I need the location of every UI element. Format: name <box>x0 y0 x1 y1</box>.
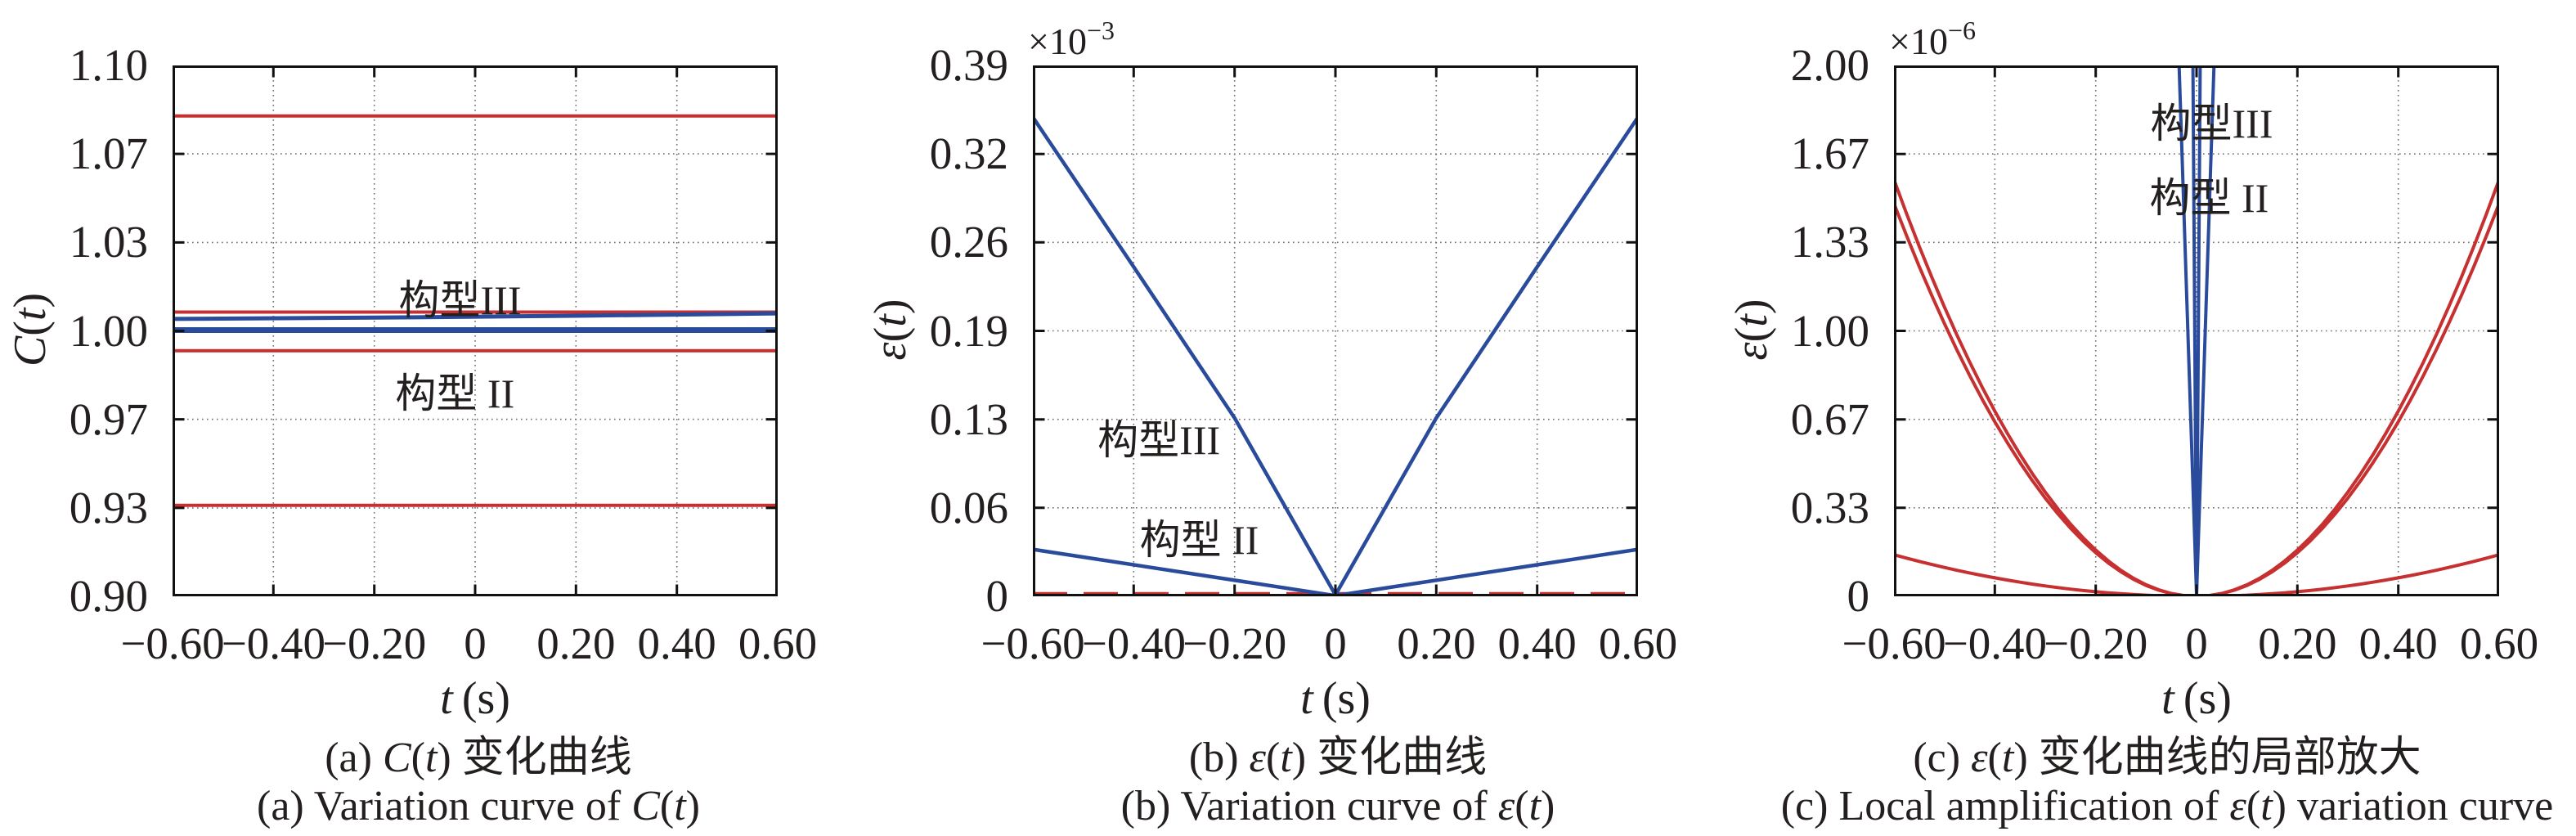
y-tick-label: 2.00 <box>1790 40 1869 90</box>
curve-label: 构型III <box>398 277 522 324</box>
plot-area-b <box>1033 65 1638 596</box>
curve-label: 构型III <box>1097 416 1221 463</box>
offset-base: ×10 <box>1889 20 1948 62</box>
caption-c-en: (c) Local amplification of ε(t) variatio… <box>1780 783 2554 829</box>
curve-label: 构型 II <box>2149 175 2269 222</box>
x-tick-label: −0.40 <box>221 618 325 668</box>
caption-b-cn: (b) ε(t) 变化曲线 <box>1188 735 1488 781</box>
x-tick-label: −0.40 <box>1942 618 2047 668</box>
plot-area-a <box>173 65 778 596</box>
x-tick-label: 0.20 <box>1397 618 1476 668</box>
gridlines <box>173 65 778 596</box>
x-tick-label: −0.20 <box>2044 618 2148 668</box>
y-tick-label: 1.00 <box>69 305 148 356</box>
y-tick-label: 1.33 <box>1790 217 1869 267</box>
y-tick-label: 0.33 <box>1790 482 1869 533</box>
caption-b-en: (b) Variation curve of ε(t) <box>1120 783 1555 829</box>
red-parabola-inner <box>1894 203 2499 596</box>
y-tick-label: 0.06 <box>929 482 1008 533</box>
x-axis-label-a: t (s) <box>440 673 510 724</box>
y-tick-label: 0.97 <box>69 393 148 444</box>
x-tick-label: 0.20 <box>536 618 616 668</box>
tick-marks <box>1895 66 2498 596</box>
y-axis-offset-label-c: ×10−6 <box>1889 10 1976 62</box>
plot-border <box>173 65 778 596</box>
x-tick-label: −0.40 <box>1081 618 1186 668</box>
x-tick-label: 0.40 <box>1497 618 1577 668</box>
x-tick-label: 0 <box>2185 618 2208 668</box>
plot-area-c <box>1894 65 2499 596</box>
x-tick-label: −0.60 <box>981 618 1085 668</box>
y-axis-label-a: C(t) <box>5 292 56 366</box>
plot-border <box>1894 65 2499 596</box>
caption-a-cn: (a) C(t) 变化曲线 <box>325 735 632 781</box>
x-tick-label: −0.20 <box>322 618 427 668</box>
blue-V-II <box>1033 547 1638 596</box>
offset-exponent: −3 <box>1086 16 1115 45</box>
x-tick-label: 0.60 <box>2459 618 2539 668</box>
caption-a-en: (a) Variation curve of C(t) <box>257 783 700 829</box>
y-tick-label: 0.26 <box>929 217 1008 267</box>
y-axis-label-c: ε(t) <box>1726 299 1777 360</box>
y-tick-label: 1.10 <box>69 40 148 90</box>
x-tick-label: −0.60 <box>1842 618 1946 668</box>
x-tick-label: 0 <box>464 618 487 668</box>
gridlines <box>1033 65 1638 596</box>
y-tick-label: 1.00 <box>1790 305 1869 356</box>
red-parabola-shallow <box>1894 553 2499 596</box>
x-tick-label: 0 <box>1324 618 1347 668</box>
y-tick-label: 0.19 <box>929 305 1008 356</box>
y-tick-label: 0 <box>1847 571 1870 621</box>
y-tick-label: 0.93 <box>69 482 148 533</box>
red-parabola-outer <box>1894 179 2499 596</box>
blue-V-III <box>1033 115 1638 596</box>
curve-label: 构型 II <box>395 370 515 416</box>
x-tick-label: 0.60 <box>738 618 818 668</box>
y-tick-label: 1.07 <box>69 128 148 179</box>
y-tick-label: 1.03 <box>69 217 148 267</box>
x-tick-label: −0.60 <box>120 618 225 668</box>
tick-marks <box>173 66 777 596</box>
caption-c-cn: (c) ε(t) 变化曲线的局部放大 <box>1913 735 2421 781</box>
x-tick-label: 0.40 <box>637 618 716 668</box>
y-tick-label: 0 <box>985 571 1009 621</box>
x-axis-label-b: t (s) <box>1300 673 1371 724</box>
y-tick-label: 0.90 <box>69 571 148 621</box>
y-tick-label: 0.13 <box>929 393 1008 444</box>
x-tick-label: 0.60 <box>1598 618 1678 668</box>
x-axis-label-c: t (s) <box>2161 673 2232 724</box>
blue-line-rising <box>173 311 778 321</box>
curve-label: 构型 II <box>1139 516 1259 563</box>
offset-exponent: −6 <box>1947 16 1976 45</box>
y-tick-label: 0.39 <box>929 40 1008 90</box>
blue-V-II-narrow <box>2177 65 2216 596</box>
y-tick-label: 1.67 <box>1790 128 1869 179</box>
x-tick-label: 0.40 <box>2358 618 2438 668</box>
plot-border <box>1033 65 1638 596</box>
offset-base: ×10 <box>1028 20 1087 62</box>
y-axis-offset-label-b: ×10−3 <box>1028 10 1115 62</box>
x-tick-label: 0.20 <box>2258 618 2337 668</box>
blue-V-III-narrow <box>2191 65 2202 596</box>
y-axis-label-b: ε(t) <box>865 299 916 360</box>
y-tick-label: 0.67 <box>1790 393 1869 444</box>
x-tick-label: −0.20 <box>1183 618 1287 668</box>
tick-marks <box>1034 66 1637 596</box>
y-tick-label: 0.32 <box>929 128 1008 179</box>
curve-label: 构型III <box>2150 101 2273 147</box>
gridlines <box>1894 65 2499 596</box>
